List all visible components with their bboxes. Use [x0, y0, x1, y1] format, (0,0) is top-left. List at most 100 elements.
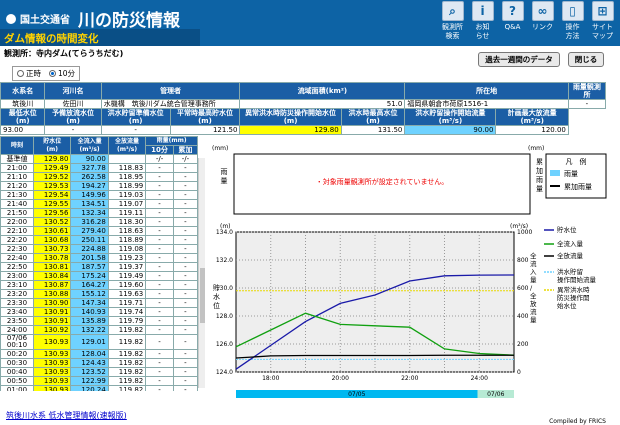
legend-label: 全放流量: [557, 251, 584, 260]
table-cell: 224.88: [70, 244, 109, 254]
table-row: 00:50 130.93 122.99 119.82- -: [0, 376, 199, 386]
table-cell: 23:20: [0, 289, 34, 299]
nav-mouse-button[interactable]: ▯ 操作 方法: [560, 1, 585, 41]
table-cell: -: [145, 316, 174, 326]
table-cell: 119.74: [107, 307, 147, 317]
magnifier-icon: ⌕: [441, 1, 464, 21]
table-cell: 119.11: [107, 208, 147, 218]
info-header-1-cell: 流域面積(km²): [239, 82, 406, 100]
info-header-1-cell: 所在地: [404, 82, 569, 100]
table-cell: 327.78: [70, 163, 109, 173]
nav-magnifier-button[interactable]: ⌕ 観測所 検索: [440, 1, 465, 41]
info-row-1-cell: -: [567, 99, 607, 109]
table-cell: -: [172, 262, 199, 272]
table-cell: 149.96: [70, 190, 109, 200]
radio-on-icon: [49, 70, 56, 77]
table-cell: -: [145, 226, 174, 236]
info-row-2-cell: 129.80: [239, 125, 342, 135]
table-row: 23:10 130.87 164.27 119.60- -: [0, 280, 199, 290]
table-cell: 基準値: [0, 154, 34, 164]
nav-sitemap-button[interactable]: ⊞ サイト マップ: [590, 1, 615, 41]
table-cell: 22:50: [0, 262, 34, 272]
scrollbar-thumb[interactable]: [200, 268, 205, 323]
table-row: 23:00 130.84 175.24 119.49- -: [0, 271, 199, 281]
radio-hourly[interactable]: 正時: [17, 68, 41, 79]
ministry-logo-icon: [6, 13, 16, 24]
y2label-char: 全: [530, 251, 537, 260]
table-row: 23:30 130.90 147.34 119.71- -: [0, 298, 199, 308]
table-row: 24:00 130.92 132.22 119.82- -: [0, 325, 199, 335]
table-cell: 130.93: [32, 349, 72, 359]
legend-label: 始水位: [557, 301, 577, 310]
column-header: 全放流量 (m³/s): [107, 136, 147, 155]
table-cell: 130.93: [32, 358, 72, 368]
table-row: 21:40 129.55 134.51 119.07- -: [0, 199, 199, 209]
legend-label: 貯水位: [557, 225, 577, 234]
rain-legend: [545, 153, 607, 199]
column-header: 雨量(mm): [145, 136, 198, 146]
info-header-2: 最低水位(m) 予備放流水位(m) 洪水貯留準備水位(m) 平常時最高貯水位(m) 異常…: [0, 108, 606, 126]
table-cell: 124.43: [70, 358, 109, 368]
column-header: 10分: [145, 145, 174, 155]
table-cell: 21:40: [0, 199, 34, 209]
table-cell: -: [145, 307, 174, 317]
table-row: 21:20 129.53 194.27 118.99- -: [0, 181, 199, 191]
table-cell: -: [145, 163, 174, 173]
low-water-info-link[interactable]: 筑後川水系 低水管理情報(速報版): [6, 411, 127, 420]
reservoir-chart: (m) (m³/s) 124.0 126.0 128.0 130.0 132.0 134.0 0…: [213, 223, 597, 398]
y2label-char: 量: [530, 316, 537, 324]
radio-10min[interactable]: 10分: [49, 68, 75, 79]
table-row: 23:20 130.88 155.12 119.63- -: [0, 289, 199, 299]
table-cell: -: [145, 244, 174, 254]
rain-y2label-char: 雨: [536, 176, 543, 184]
table-cell: 130.93: [32, 367, 72, 377]
table-row: 22:00 130.52 316.28 118.30- -: [0, 217, 199, 227]
timeseries-table: 時刻 貯水位 (m) 全流入量 (m³/s) 全放流量 (m³/s) 雨量(mm) 10分 累加基…: [0, 136, 199, 391]
info-icon: i: [471, 1, 494, 21]
x-tick-label: 18:00: [262, 375, 279, 382]
y2label-char: /: [530, 284, 533, 292]
y2label-char: 放: [530, 299, 537, 308]
info-header-2-cell: 洪水貯留操作開始流量(m³/s): [404, 108, 497, 126]
rain-y2label-char: 累: [536, 158, 543, 166]
table-cell: 187.57: [70, 262, 109, 272]
nav-link-button[interactable]: ∞ リンク: [530, 1, 555, 32]
nav-question-button[interactable]: ? Q&A: [500, 1, 525, 32]
table-cell: 130.91: [32, 307, 72, 317]
question-icon: ?: [501, 1, 524, 21]
series-line: [235, 354, 514, 359]
table-cell: -: [145, 349, 174, 359]
y-tick-label: 124.0: [216, 369, 233, 376]
legend-label: 洪水貯留: [557, 267, 583, 276]
header-bar: 国土交通省 川の防災情報 ダム情報の時間変化 ⌕ 観測所 検索 i お知 らせ? Q&A ∞ リ…: [0, 0, 620, 46]
unit-right: (m³/s): [510, 223, 528, 230]
table-cell: 130.91: [32, 316, 72, 326]
table-cell: -: [172, 385, 199, 391]
past-week-button[interactable]: 過去一週間のデータ: [478, 52, 560, 67]
rain-ylabel: 雨: [221, 168, 228, 176]
info-header-2-cell: 計画最大放流量(m³/s): [495, 108, 569, 126]
radio-off-icon: [17, 70, 24, 77]
table-cell: -: [145, 190, 174, 200]
info-row-1-cell: 水機構 筑後川ダム統合管理事務所: [100, 99, 241, 109]
table-cell: [107, 154, 147, 164]
close-button[interactable]: 閉じる: [568, 52, 604, 67]
table-scrollbar[interactable]: [198, 158, 205, 388]
legend-cum-label: 累加雨量: [564, 182, 592, 191]
table-cell: 164.27: [70, 280, 109, 290]
table-cell: -: [145, 289, 174, 299]
nav-info-button[interactable]: i お知 らせ: [470, 1, 495, 41]
table-cell: -: [172, 316, 199, 326]
table-cell: 119.79: [107, 316, 147, 326]
table-cell: 119.82: [107, 334, 147, 350]
info-row-1-cell: 佐田川: [44, 99, 102, 109]
radio-hourly-label: 正時: [26, 69, 41, 78]
table-cell: 132.22: [70, 325, 109, 335]
table-cell: -: [172, 226, 199, 236]
table-cell: 118.30: [107, 217, 147, 227]
info-row-2-cell: 131.50: [340, 125, 406, 135]
table-row: 22:40 130.78 201.58 119.23- -: [0, 253, 199, 263]
table-cell: 119.82: [107, 367, 147, 377]
legend-label: 異常洪水時: [557, 285, 590, 294]
